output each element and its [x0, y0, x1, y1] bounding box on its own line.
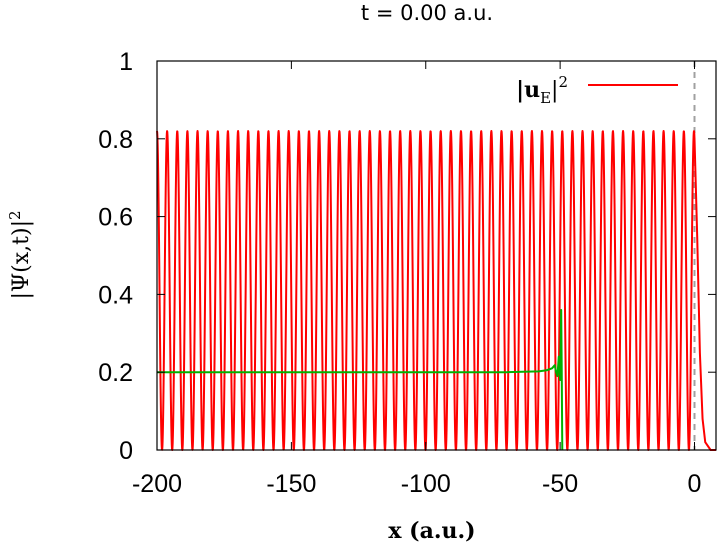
y-axis-label-sup: 2: [6, 210, 24, 220]
series-line-red: [156, 130, 716, 451]
y-axis: 0 0.2 0.4 0.6 0.8 1: [98, 48, 716, 465]
x-tick-label: -100: [401, 470, 451, 498]
y-tick-label: 0.6: [98, 204, 133, 232]
curves-layer: [156, 61, 716, 451]
series-line-green: [157, 308, 564, 451]
x-tick-label: -150: [266, 470, 316, 498]
x-axis: -200 -150 -100 -50 0: [132, 61, 701, 498]
y-tick-label: 0: [119, 437, 133, 465]
y-axis-label-base: |Ψ(x,t)|: [9, 220, 34, 300]
y-tick-label: 0.4: [98, 281, 133, 309]
y-tick-label: 1: [119, 48, 133, 76]
x-axis-label: x (a.u.): [388, 518, 475, 544]
svg-text:|Ψ(x,t)|2: |Ψ(x,t)|2: [6, 210, 34, 299]
legend-label-close: |: [551, 78, 558, 103]
legend-label: |uE|2: [516, 73, 568, 107]
y-tick-label: 0.2: [98, 359, 133, 387]
legend-label-sub: E: [540, 89, 551, 107]
legend: |uE|2: [516, 73, 678, 107]
x-tick-label: -200: [132, 470, 182, 498]
y-tick-label: 0.8: [98, 126, 133, 154]
chart-title: t = 0.00 a.u.: [361, 1, 493, 25]
legend-label-base: |u: [516, 77, 540, 103]
y-axis-label: |Ψ(x,t)|2: [6, 210, 34, 299]
legend-label-sup: 2: [558, 73, 568, 91]
plot-frame: [156, 60, 717, 451]
x-tick-label: 0: [688, 470, 702, 498]
x-tick-label: -50: [542, 470, 578, 498]
